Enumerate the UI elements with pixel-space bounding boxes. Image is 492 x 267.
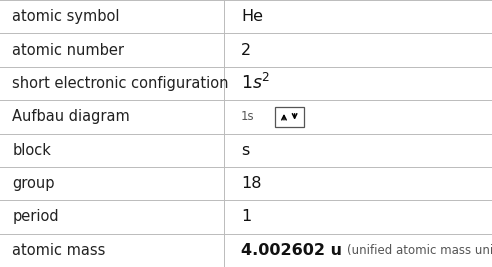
Text: Aufbau diagram: Aufbau diagram	[12, 109, 130, 124]
Text: $1s^{2}$: $1s^{2}$	[241, 73, 271, 93]
Text: 18: 18	[241, 176, 262, 191]
Bar	[275, 107, 304, 127]
Text: atomic mass: atomic mass	[12, 243, 106, 258]
Text: 1: 1	[241, 209, 251, 225]
Text: 1s: 1s	[241, 110, 255, 123]
Text: period: period	[12, 209, 59, 225]
Text: atomic number: atomic number	[12, 42, 124, 58]
Text: block: block	[12, 143, 51, 158]
Text: group: group	[12, 176, 55, 191]
Text: short electronic configuration: short electronic configuration	[12, 76, 229, 91]
Text: 2: 2	[241, 42, 251, 58]
Text: atomic symbol: atomic symbol	[12, 9, 120, 24]
Text: 4.002602 u: 4.002602 u	[241, 243, 342, 258]
Text: s: s	[241, 143, 249, 158]
Text: He: He	[241, 9, 263, 24]
Text: (unified atomic mass units): (unified atomic mass units)	[347, 244, 492, 257]
